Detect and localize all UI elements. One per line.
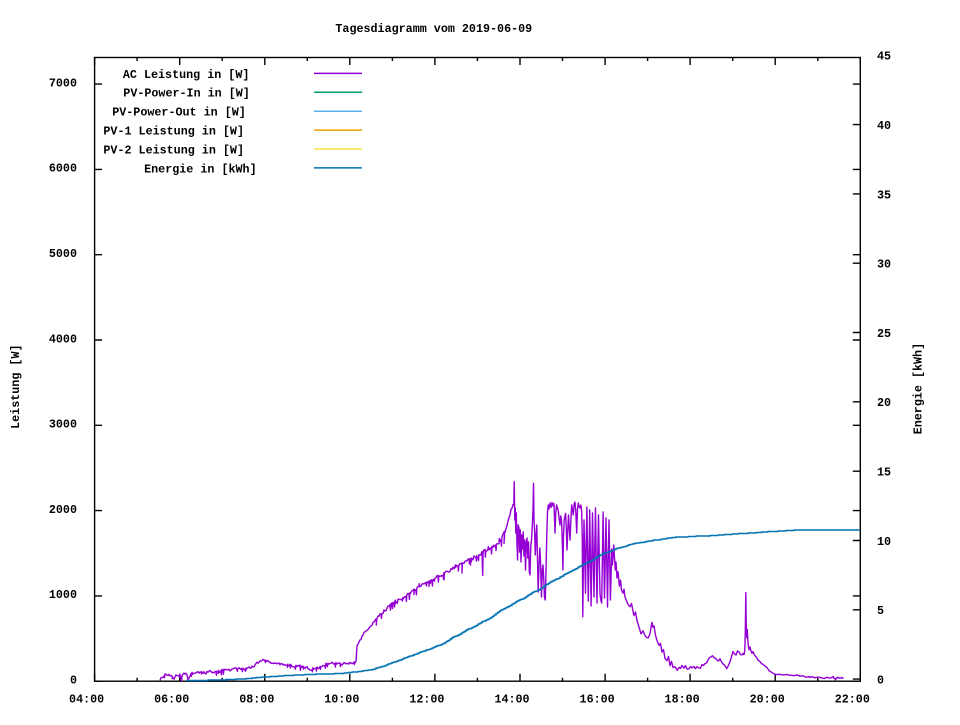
svg-text:06:00: 06:00 bbox=[154, 693, 189, 707]
svg-text:30: 30 bbox=[877, 258, 891, 272]
svg-text:5: 5 bbox=[877, 604, 884, 618]
svg-text:04:00: 04:00 bbox=[69, 693, 104, 707]
svg-text:6000: 6000 bbox=[49, 162, 77, 176]
svg-text:4000: 4000 bbox=[49, 332, 77, 346]
svg-text:16:00: 16:00 bbox=[580, 693, 615, 707]
svg-text:20: 20 bbox=[877, 396, 891, 410]
svg-text:10: 10 bbox=[877, 535, 891, 549]
svg-text:25: 25 bbox=[877, 327, 891, 341]
svg-text:2000: 2000 bbox=[49, 503, 77, 517]
svg-text:14:00: 14:00 bbox=[494, 693, 529, 707]
svg-text:Energie [kWh]: Energie [kWh] bbox=[911, 343, 925, 434]
svg-text:0: 0 bbox=[70, 674, 77, 688]
svg-text:12:00: 12:00 bbox=[409, 693, 444, 707]
svg-text:20:00: 20:00 bbox=[750, 693, 785, 707]
svg-text:5000: 5000 bbox=[49, 247, 77, 261]
svg-text:PV-Power-Out in [W]: PV-Power-Out in [W] bbox=[112, 106, 246, 120]
svg-text:0: 0 bbox=[877, 674, 884, 688]
svg-text:Tagesdiagramm vom 2019-06-09: Tagesdiagramm vom 2019-06-09 bbox=[335, 22, 532, 36]
svg-text:35: 35 bbox=[877, 188, 891, 202]
svg-text:1000: 1000 bbox=[49, 588, 77, 602]
svg-text:7000: 7000 bbox=[49, 76, 77, 90]
svg-text:PV-2 Leistung in [W]: PV-2 Leistung in [W] bbox=[103, 143, 244, 157]
svg-text:45: 45 bbox=[877, 50, 891, 64]
svg-text:10:00: 10:00 bbox=[324, 693, 359, 707]
svg-text:3000: 3000 bbox=[49, 418, 77, 432]
svg-text:40: 40 bbox=[877, 119, 891, 133]
svg-text:15: 15 bbox=[877, 466, 891, 480]
svg-text:Energie in [kWh]: Energie in [kWh] bbox=[144, 162, 257, 176]
svg-text:Leistung [W]: Leistung [W] bbox=[9, 345, 23, 429]
svg-text:AC Leistung in [W]: AC Leistung in [W] bbox=[123, 68, 249, 82]
svg-text:PV-1 Leistung in [W]: PV-1 Leistung in [W] bbox=[103, 125, 244, 139]
svg-text:08:00: 08:00 bbox=[239, 693, 274, 707]
svg-text:18:00: 18:00 bbox=[665, 693, 700, 707]
svg-text:PV-Power-In in [W]: PV-Power-In in [W] bbox=[123, 87, 250, 101]
svg-text:22:00: 22:00 bbox=[835, 693, 870, 707]
